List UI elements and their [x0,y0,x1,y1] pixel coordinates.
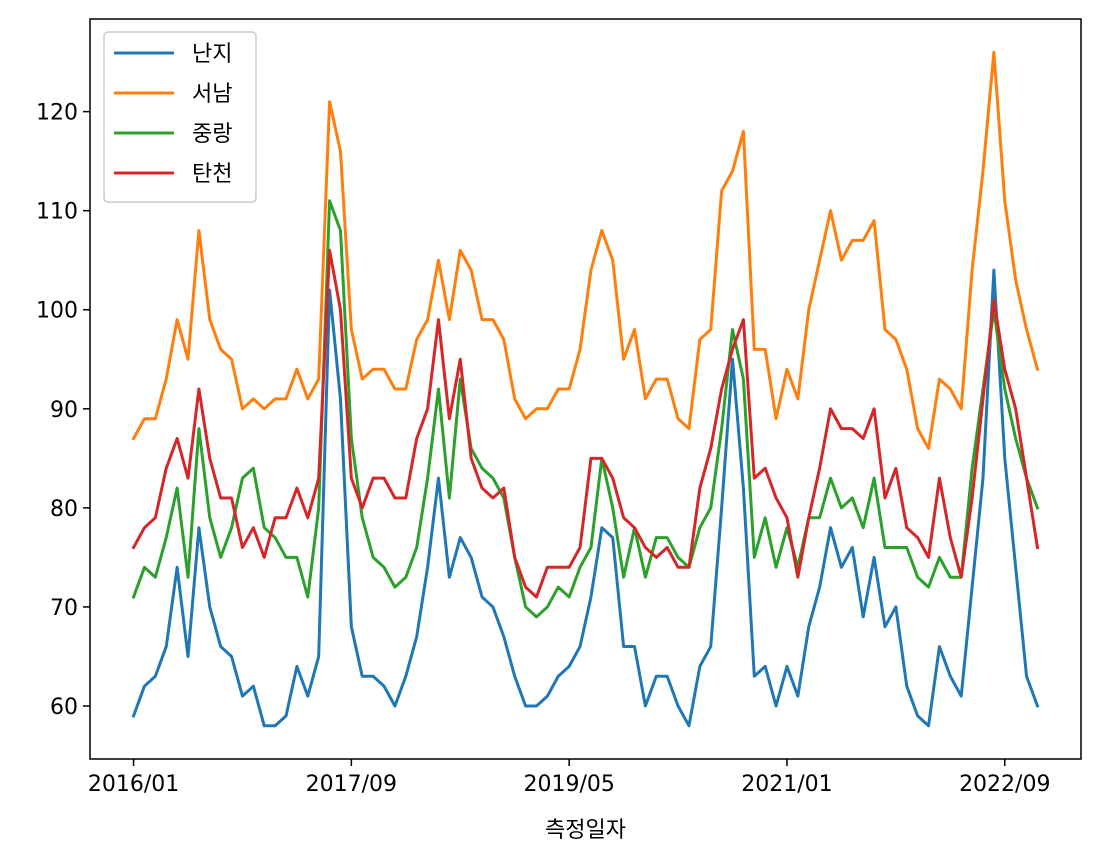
x-tick-label: 2019/05 [523,772,614,797]
series-line-1 [131,268,1040,728]
x-tick-label: 2017/09 [306,772,397,797]
y-tick-label: 70 [50,596,78,621]
legend-label: 서남 [192,82,232,107]
y-tick-label: 90 [50,398,78,423]
plot-frame [89,18,1082,760]
y-tick-label: 110 [36,200,78,225]
legend-box [103,31,257,203]
x-axis: 2016/01 2017/09 2019/05 2021/01 2022/09 [88,759,1050,797]
x-tick-label: 2016/01 [88,772,179,797]
y-tick-label: 100 [36,299,78,324]
y-tick-label: 60 [50,695,78,720]
x-tick-label: 2022/09 [959,772,1050,797]
series-line-4 [131,248,1040,599]
x-tick-label: 2021/01 [741,772,832,797]
x-axis-label: 측정일자 [545,818,626,843]
y-tick-label: 80 [50,497,78,522]
series-line-3 [131,199,1040,619]
legend-label: 난지 [192,42,232,67]
legend-label: 중랑 [192,122,232,147]
y-axis: 60 70 80 90 100 110 120 [36,101,90,720]
series-line-2 [131,50,1040,450]
legend-label: 탄천 [192,162,232,187]
series-layer [131,50,1040,728]
y-tick-label: 120 [36,101,78,126]
